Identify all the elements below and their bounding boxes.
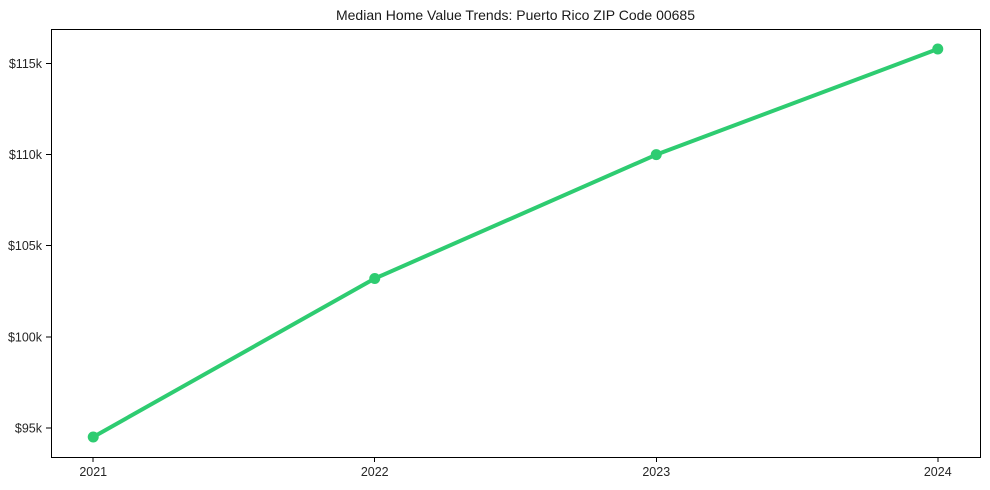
data-point-marker	[369, 273, 381, 285]
x-tick-label: 2023	[642, 465, 670, 479]
data-point-marker	[650, 149, 662, 161]
x-tick-label: 2024	[924, 465, 952, 479]
plot-border	[51, 29, 981, 458]
data-point-marker	[932, 43, 944, 55]
y-tick-label: $95k	[15, 421, 43, 435]
y-tick-label: $100k	[8, 330, 43, 344]
chart-title: Median Home Value Trends: Puerto Rico ZI…	[335, 7, 696, 23]
y-tick-label: $110k	[9, 148, 43, 162]
y-tick-label: $105k	[8, 239, 43, 253]
trend-line	[91, 47, 940, 439]
data-point-marker	[87, 431, 99, 443]
x-tick-label: 2021	[79, 465, 107, 479]
x-tick-label: 2022	[361, 465, 389, 479]
y-tick-label: $115k	[9, 57, 43, 71]
